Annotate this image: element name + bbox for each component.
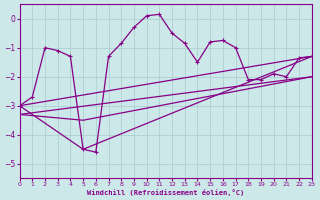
X-axis label: Windchill (Refroidissement éolien,°C): Windchill (Refroidissement éolien,°C)	[87, 189, 244, 196]
